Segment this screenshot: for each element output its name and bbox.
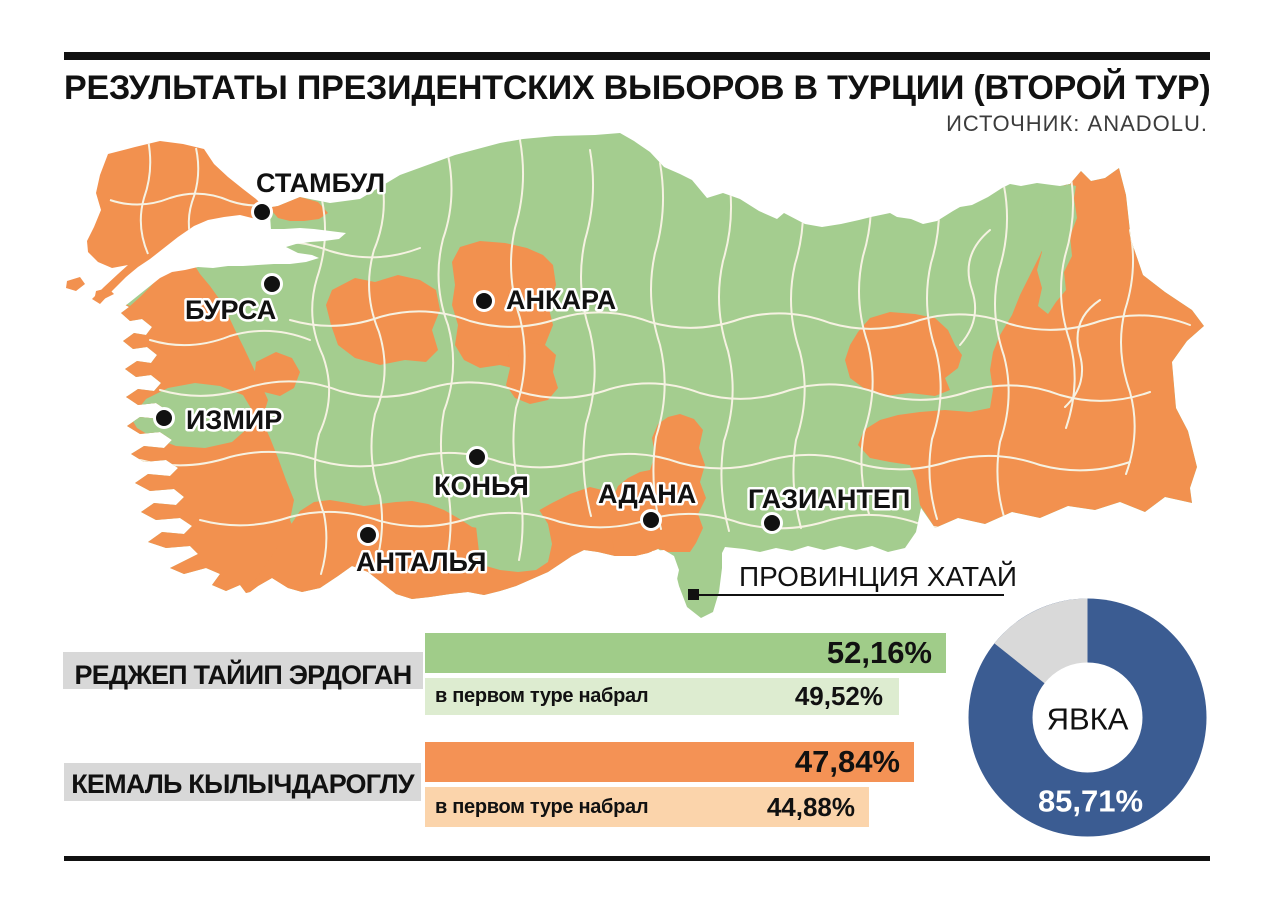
svg-text:БУРСА: БУРСА [185, 295, 276, 325]
svg-text:СТАМБУЛ: СТАМБУЛ [256, 168, 385, 198]
svg-text:ПРОВИНЦИЯ ХАТАЙ: ПРОВИНЦИЯ ХАТАЙ [739, 561, 1017, 592]
svg-text:ГАЗИАНТЕП: ГАЗИАНТЕП [748, 484, 910, 514]
svg-text:АНКАРА: АНКАРА [506, 285, 616, 315]
svg-text:КОНЬЯ: КОНЬЯ [434, 471, 529, 501]
svg-text:85,71%: 85,71% [1038, 784, 1143, 819]
svg-text:ЯВКА: ЯВКА [1047, 702, 1129, 737]
svg-text:АДАНА: АДАНА [598, 479, 696, 509]
svg-text:АНТАЛЬЯ: АНТАЛЬЯ [356, 547, 486, 577]
svg-text:ИЗМИР: ИЗМИР [186, 405, 282, 435]
